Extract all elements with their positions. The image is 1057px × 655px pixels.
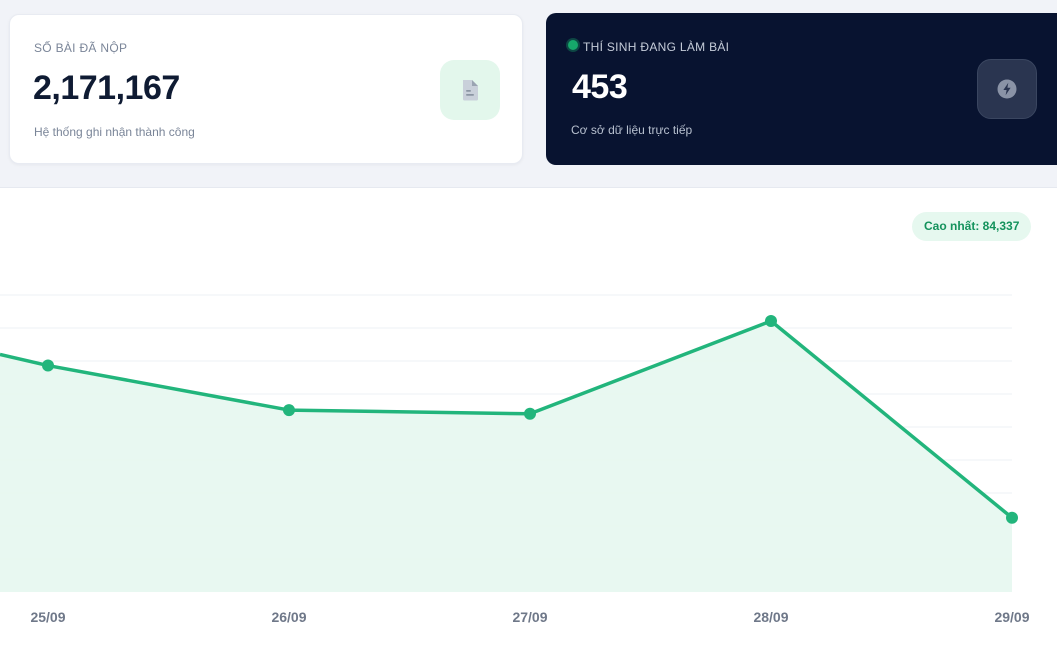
x-axis-tick-label: 27/09 bbox=[512, 609, 547, 625]
submitted-count-subtitle: Hệ thống ghi nhận thành công bbox=[34, 125, 195, 139]
chart-point-29-09[interactable] bbox=[1006, 511, 1018, 524]
chart-area-fill bbox=[0, 320, 1012, 592]
x-axis-tick-label: 28/09 bbox=[753, 609, 788, 625]
submitted-count-card: SỐ BÀI ĐÃ NỘP 2,171,167 Hệ thống ghi nhậ… bbox=[9, 14, 523, 164]
active-candidates-value: 453 bbox=[572, 68, 628, 106]
document-icon bbox=[440, 60, 500, 120]
peak-value-badge: Cao nhất: 84,337 bbox=[912, 212, 1032, 241]
active-candidates-label: THÍ SINH ĐANG LÀM BÀI bbox=[583, 40, 730, 54]
active-candidates-subtitle: Cơ sở dữ liệu trực tiếp bbox=[571, 123, 693, 137]
lightning-icon bbox=[977, 59, 1037, 119]
chart-points bbox=[42, 314, 1018, 524]
chart-x-axis: 25/09 26/09 27/09 28/09 29/09 bbox=[30, 609, 1029, 625]
submitted-count-label: SỐ BÀI ĐÃ NỘP bbox=[34, 41, 128, 55]
active-candidates-card: THÍ SINH ĐANG LÀM BÀI 453 Cơ sở dữ liệu … bbox=[546, 13, 1057, 165]
x-axis-tick-label: 26/09 bbox=[271, 609, 306, 625]
x-axis-tick-label: 25/09 bbox=[30, 609, 65, 625]
submitted-count-value: 2,171,167 bbox=[33, 69, 180, 107]
live-status-dot bbox=[568, 40, 578, 50]
chart-point-26-09[interactable] bbox=[283, 404, 295, 417]
chart-point-27-09[interactable] bbox=[524, 407, 536, 420]
chart-point-25-09[interactable] bbox=[42, 359, 54, 372]
x-axis-tick-label: 29/09 bbox=[994, 609, 1029, 625]
chart-line-series bbox=[0, 319, 1014, 520]
chart-point-28-09[interactable] bbox=[765, 314, 777, 327]
